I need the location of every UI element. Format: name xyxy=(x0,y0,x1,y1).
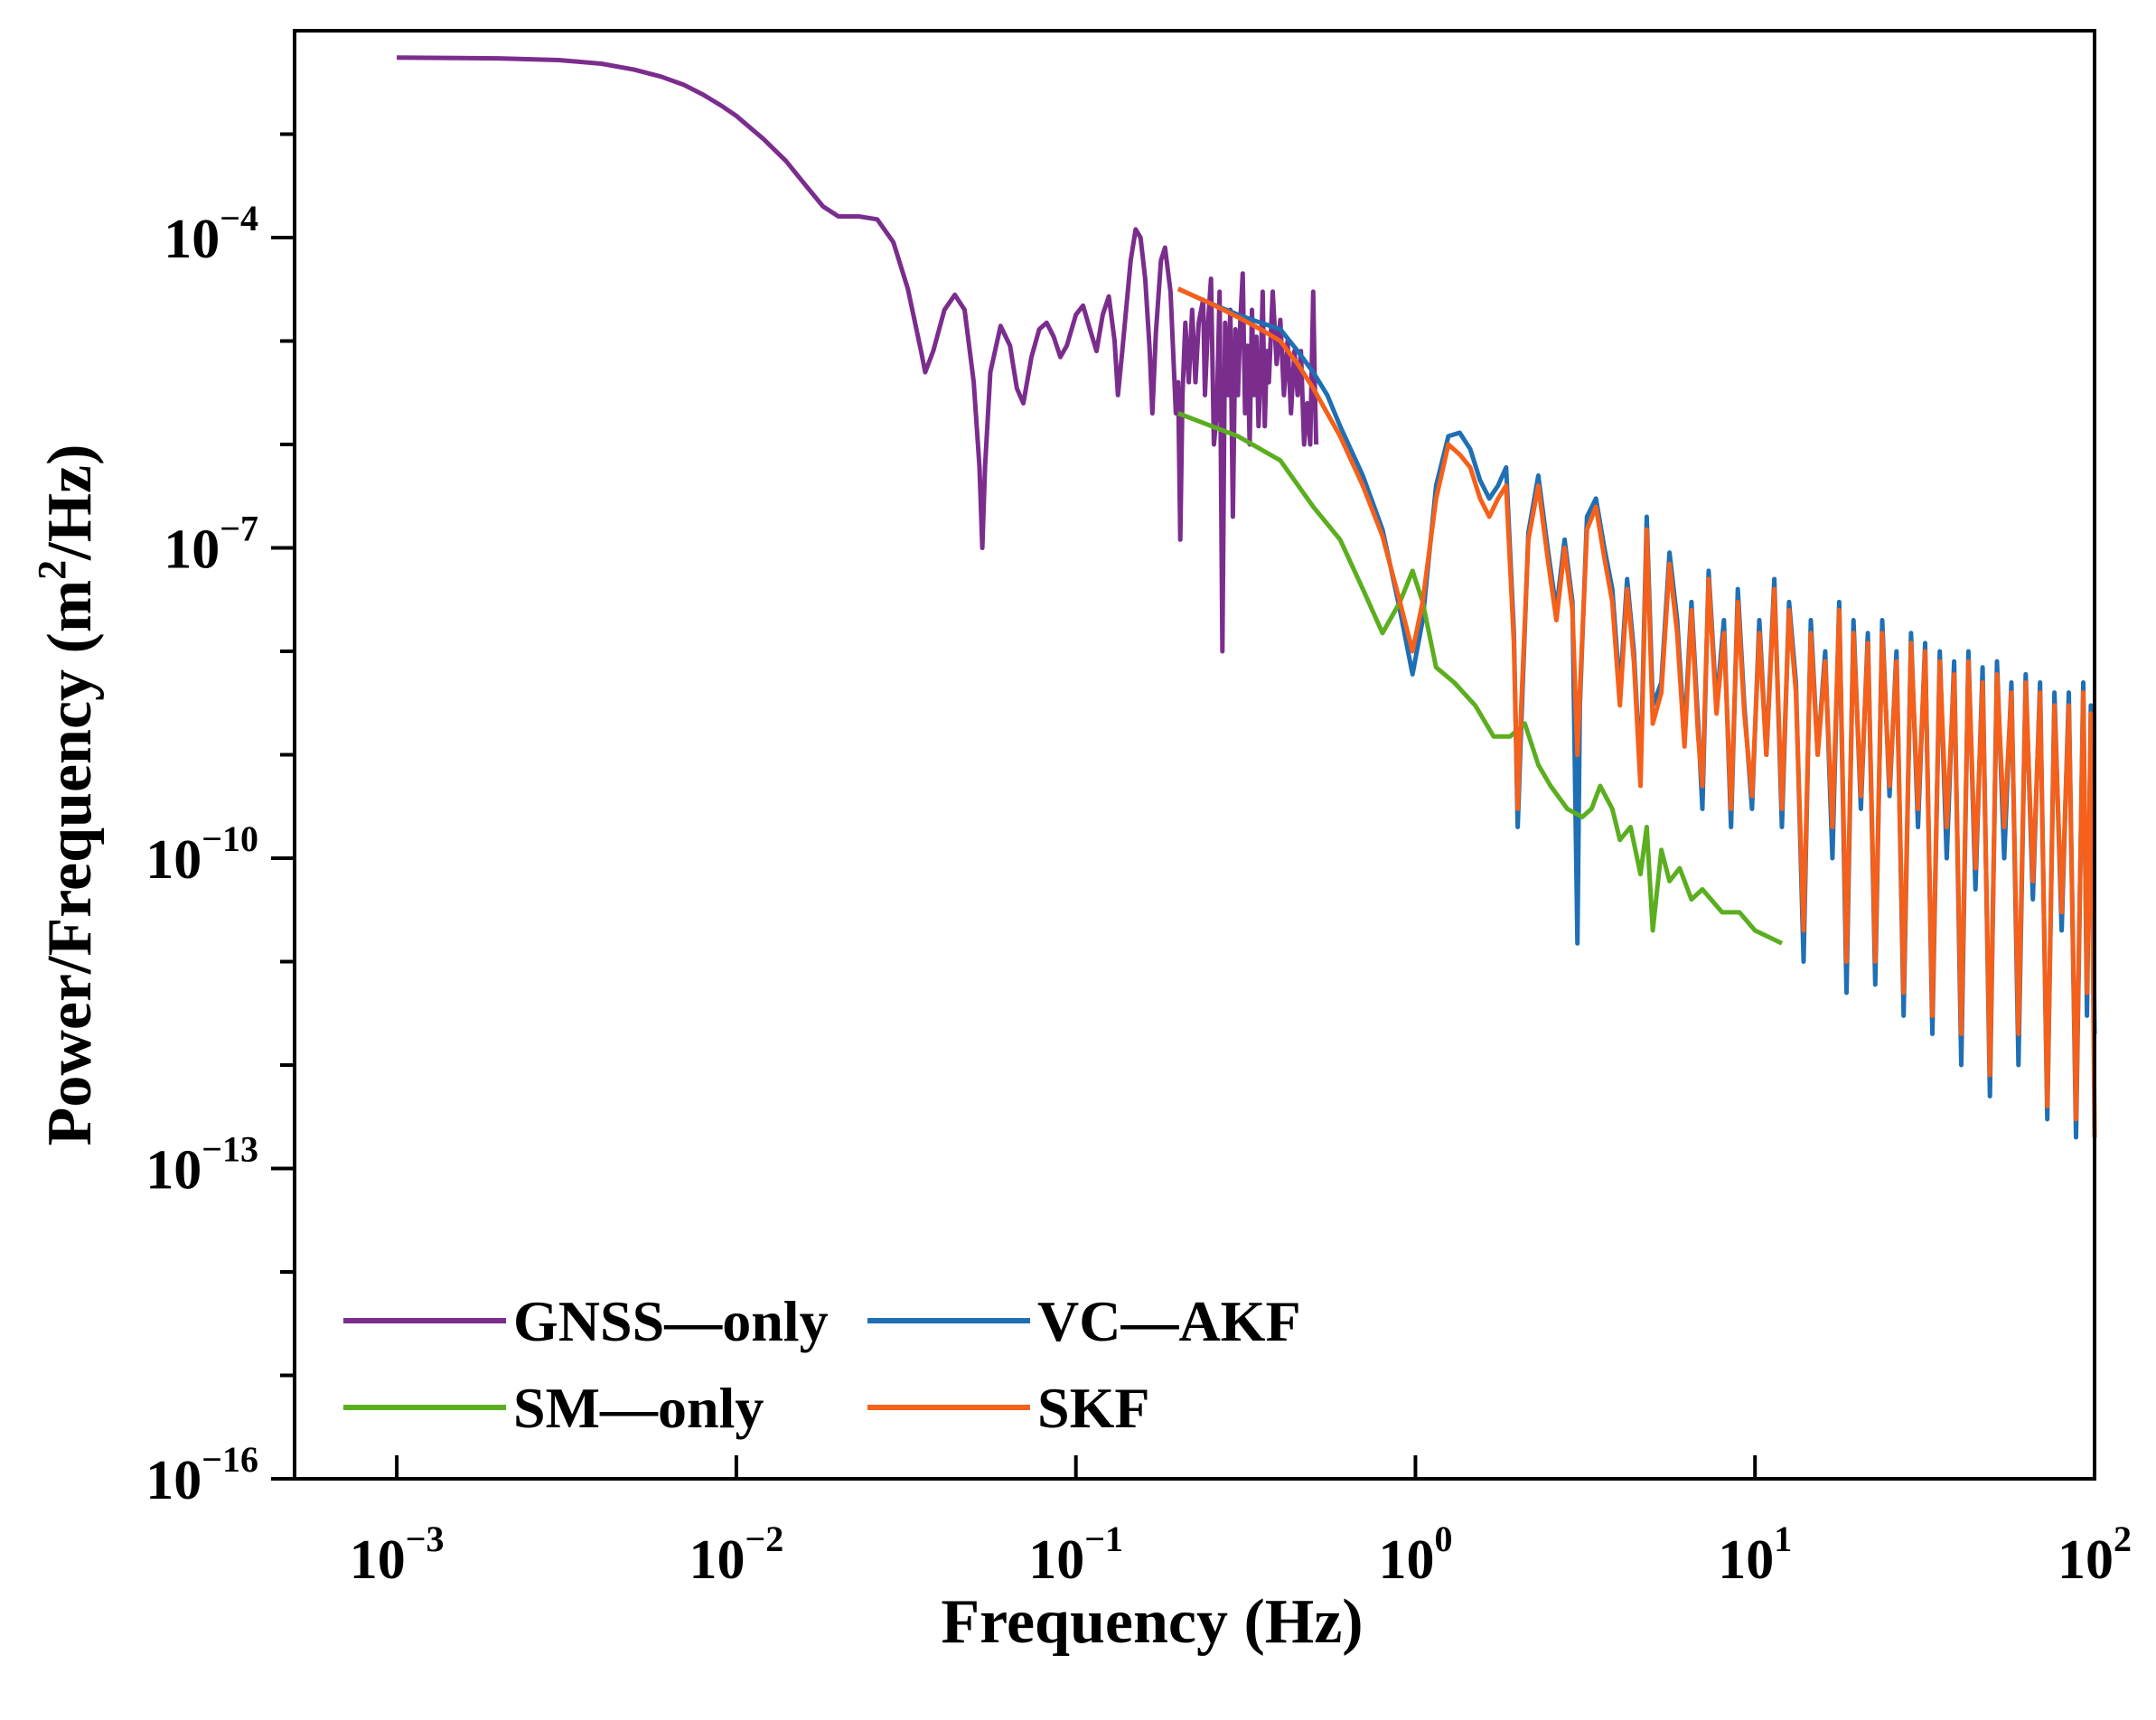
legend-label-0: GNSS—only xyxy=(513,1289,829,1353)
y-tick-label: 10−4 xyxy=(164,198,258,270)
x-tick-label: 100 xyxy=(1378,1519,1452,1591)
x-tick-base: 10 xyxy=(2058,1529,2114,1591)
x-tick-exponent: −3 xyxy=(406,1519,445,1559)
x-tick-label: 10−2 xyxy=(689,1519,783,1591)
series-line-3 xyxy=(1176,286,2097,1138)
y-axis-title-main: Power/Frequency (m xyxy=(35,580,105,1146)
y-tick-base: 10 xyxy=(145,829,202,891)
legend-label-2: SM—only xyxy=(513,1376,764,1440)
series-layer xyxy=(397,55,2097,1140)
x-tick-exponent: −1 xyxy=(1084,1519,1123,1559)
y-tick-exponent: −7 xyxy=(220,509,258,549)
y-tick-label: 10−10 xyxy=(145,818,258,891)
y-axis-title: Power/Frequency (m2/Hz) xyxy=(30,444,105,1146)
x-tick-exponent: 2 xyxy=(2114,1519,2132,1559)
x-tick-exponent: 1 xyxy=(1774,1519,1792,1559)
y-axis-title-sup: 2 xyxy=(30,560,74,580)
y-tick-base: 10 xyxy=(164,519,220,581)
y-tick-exponent: −13 xyxy=(202,1129,258,1170)
series-line-0 xyxy=(397,55,1319,654)
x-tick-label: 10−3 xyxy=(350,1519,445,1591)
y-tick-base: 10 xyxy=(145,1140,202,1201)
legend-label-1: VC—AKF xyxy=(1037,1289,1301,1353)
y-tick-label: 10−16 xyxy=(145,1439,258,1511)
legend: GNSS—only VC—AKF SM—only SKF xyxy=(343,1289,1301,1440)
x-tick-base: 10 xyxy=(1718,1529,1774,1591)
legend-label-3: SKF xyxy=(1037,1376,1149,1440)
y-tick-exponent: −16 xyxy=(202,1439,258,1480)
y-tick-exponent: −4 xyxy=(220,198,258,238)
y-tick-base: 10 xyxy=(164,209,220,270)
x-axis-title: Frequency (Hz) xyxy=(941,1587,1363,1657)
x-tick-base: 10 xyxy=(1378,1529,1434,1591)
y-tick-label: 10−7 xyxy=(164,509,258,581)
series-line-2 xyxy=(1176,411,1784,946)
x-tick-base: 10 xyxy=(689,1529,745,1591)
y-tick-label: 10−13 xyxy=(145,1129,258,1201)
x-tick-label: 10−1 xyxy=(1028,1519,1123,1591)
x-tick-base: 10 xyxy=(1028,1529,1084,1591)
x-tick-label: 101 xyxy=(1718,1519,1792,1591)
y-tick-exponent: −10 xyxy=(202,818,258,859)
x-tick-exponent: 0 xyxy=(1434,1519,1452,1559)
y-tick-base: 10 xyxy=(145,1450,202,1511)
x-tick-exponent: −2 xyxy=(745,1519,783,1559)
x-tick-base: 10 xyxy=(350,1529,406,1591)
axes-layer: 10−3 10−2 10−1 100 101 10210−410−710−1010−131… xyxy=(145,29,2132,1591)
y-axis-title-tail: /Hz) xyxy=(35,444,105,561)
x-tick-label: 102 xyxy=(2058,1519,2132,1591)
